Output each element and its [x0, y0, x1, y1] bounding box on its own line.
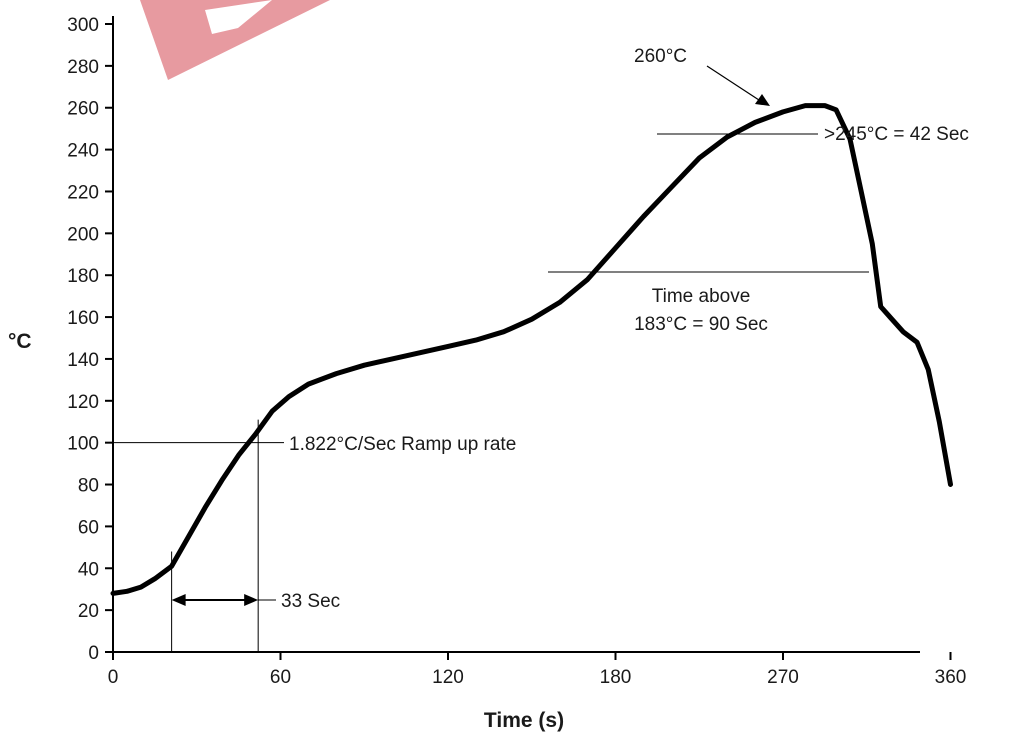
annotation-peak: 260°C: [634, 46, 687, 67]
x-tick-label: 270: [767, 667, 799, 688]
y-tick-label: 80: [78, 476, 99, 497]
x-axis-title: Time (s): [484, 709, 564, 732]
watermark-logo: [140, 0, 330, 80]
annotation-lines: [113, 65, 869, 652]
x-tick-label: 0: [108, 667, 119, 688]
annotation-above-183-line2: 183°C = 90 Sec: [634, 314, 768, 335]
interval-arrow-right-head: [244, 594, 259, 606]
y-tick-label: 60: [78, 517, 99, 538]
interval-arrow-left-head: [171, 594, 186, 606]
y-tick-label: 40: [78, 559, 99, 580]
y-tick-label: 120: [67, 392, 99, 413]
y-tick-label: 240: [67, 141, 99, 162]
y-tick-label: 100: [67, 434, 99, 455]
y-tick-label: 220: [67, 182, 99, 203]
y-tick-label: 0: [88, 643, 99, 664]
y-tick-label: 200: [67, 224, 99, 245]
y-tick-label: 160: [67, 308, 99, 329]
y-ticks: 0 20 40 60 80 100 120 140 160 180 200 220 240 260 280 3…: [67, 15, 113, 664]
peak-arrow-shaft: [706, 65, 763, 103]
y-tick-label: 20: [78, 601, 99, 622]
x-ticks: 0 60 120 180 270 360: [108, 652, 967, 688]
series-line-0: [110, 103, 953, 596]
x-tick-label: 180: [600, 667, 632, 688]
watermark-shape: [140, 0, 330, 80]
x-tick-label: 120: [432, 667, 464, 688]
annotation-above-245: >245°C = 42 Sec: [824, 124, 969, 145]
y-tick-label: 140: [67, 350, 99, 371]
annotation-ramp-rate: 1.822°C/Sec Ramp up rate: [289, 434, 516, 455]
y-tick-label: 300: [67, 15, 99, 36]
x-tick-label: 60: [270, 667, 291, 688]
peak-arrow-head: [755, 94, 770, 106]
y-tick-label: 180: [67, 266, 99, 287]
annotation-above-183-line1: Time above: [652, 286, 751, 307]
annotation-interval: 33 Sec: [281, 591, 340, 612]
y-tick-label: 260: [67, 99, 99, 120]
y-tick-label: 280: [67, 57, 99, 78]
y-axis-title: °C: [8, 330, 32, 353]
x-tick-label: 360: [935, 667, 967, 688]
axes: [112, 16, 920, 653]
series-group: [110, 103, 953, 596]
watermark-highlight: [205, 0, 272, 34]
